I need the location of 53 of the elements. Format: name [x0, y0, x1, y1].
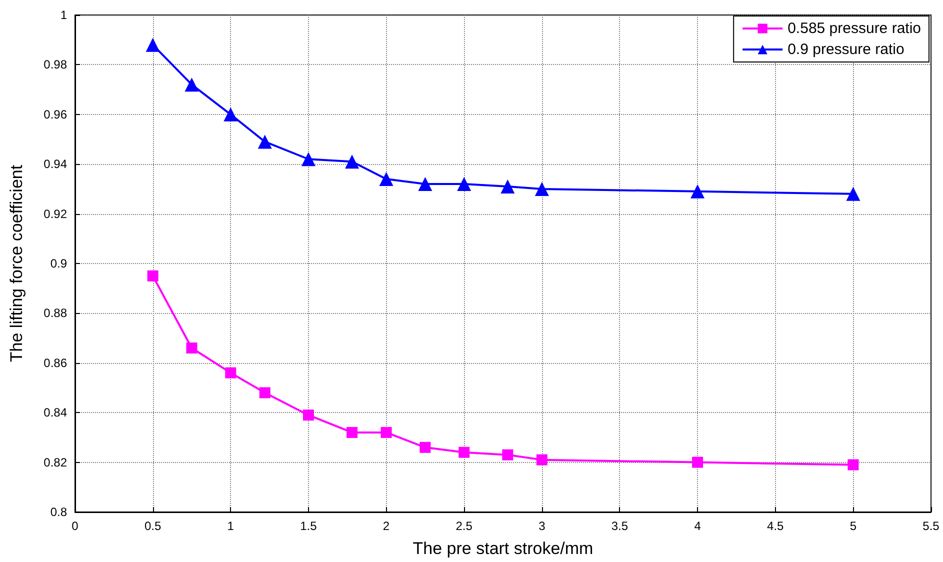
legend-label: 0.585 pressure ratio	[788, 20, 922, 37]
y-tick-label: 0.86	[44, 356, 68, 370]
y-tick-label: 0.8	[50, 505, 68, 519]
point	[418, 176, 432, 191]
point	[259, 387, 270, 398]
y-tick-label: 1	[60, 8, 68, 22]
y-tick-label: 0.98	[44, 58, 68, 72]
y-tick-label: 0.9	[50, 256, 68, 270]
point	[690, 184, 705, 198]
y-axis-title: The lifting force coefficient	[7, 164, 26, 362]
point	[346, 426, 358, 438]
point	[146, 38, 160, 52]
y-tick-label: 0.82	[44, 455, 68, 470]
point	[458, 446, 470, 458]
point	[500, 179, 515, 194]
x-tick-label: 1	[227, 519, 234, 533]
point	[147, 270, 158, 282]
point	[258, 134, 272, 149]
point	[224, 107, 238, 122]
y-tick-label: 0.88	[44, 306, 68, 320]
y-tick-label: 0.96	[44, 107, 68, 122]
y-tick-label: 0.92	[44, 206, 68, 221]
point	[225, 367, 236, 378]
point	[420, 442, 431, 453]
x-axis-title: The pre start stroke/mm	[412, 539, 594, 558]
point	[379, 172, 394, 186]
x-tick-label: 4.5	[767, 519, 784, 533]
legend-label: 0.9 pressure ratio	[788, 41, 904, 58]
x-tick-label: 3	[538, 519, 546, 533]
point	[302, 410, 314, 421]
y-tick-label: 0.94	[44, 157, 68, 172]
point	[848, 459, 859, 470]
x-tick-label: 4	[694, 519, 702, 533]
x-tick-label: 0	[72, 519, 79, 533]
x-tick-label: 2	[382, 519, 390, 533]
point	[536, 454, 548, 466]
point	[184, 78, 199, 92]
point	[345, 154, 360, 169]
x-tick-label: 1.5	[300, 519, 318, 533]
x-tick-label: 3.5	[611, 519, 628, 533]
point	[534, 182, 549, 196]
point	[457, 176, 472, 191]
point	[186, 342, 198, 354]
point	[846, 186, 860, 201]
point	[692, 456, 704, 468]
x-tick-label: 2.5	[456, 519, 473, 533]
x-tick-label: 5.5	[922, 519, 940, 533]
y-tick-label: 0.84	[44, 406, 68, 420]
x-tick-label: 5	[850, 519, 857, 533]
point	[502, 449, 514, 460]
point	[301, 152, 316, 166]
point	[380, 426, 392, 438]
x-tick-label: 0.5	[144, 519, 162, 533]
